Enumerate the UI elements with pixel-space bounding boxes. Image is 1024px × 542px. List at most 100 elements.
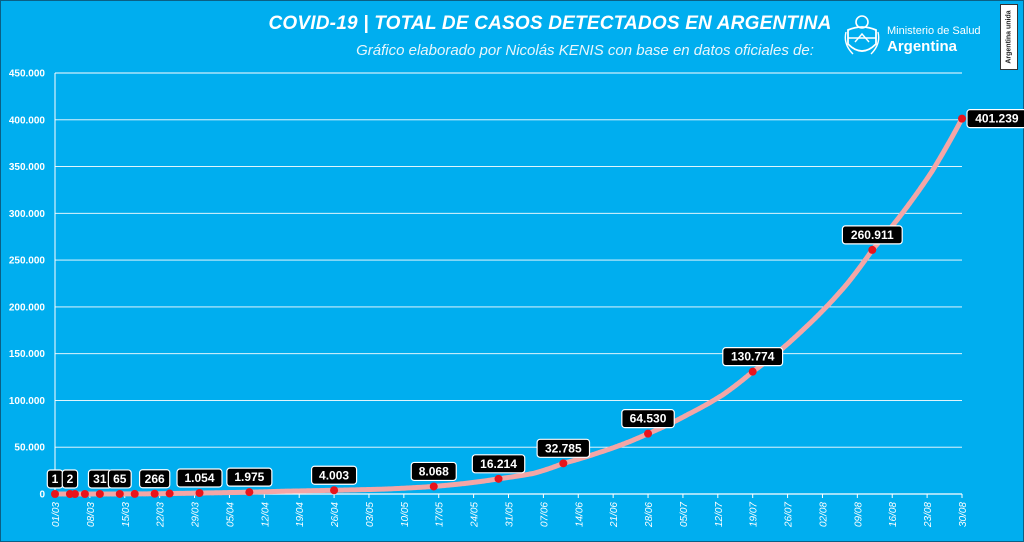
x-tick-label: 19/07 bbox=[749, 502, 760, 527]
x-tick-label: 29/03 bbox=[191, 502, 202, 528]
x-tick-label: 07/06 bbox=[539, 502, 550, 527]
data-label: 16.214 bbox=[471, 454, 526, 474]
data-label-box bbox=[138, 469, 171, 489]
data-label-text: 130.774 bbox=[731, 350, 775, 364]
series-line-layer bbox=[52, 116, 965, 497]
x-tick-label: 14/06 bbox=[574, 502, 585, 527]
data-label: 401.239 bbox=[966, 109, 1024, 129]
data-label: 1 bbox=[46, 469, 64, 489]
data-label-box bbox=[621, 409, 675, 429]
data-label: 266 bbox=[138, 469, 171, 489]
x-tick-label: 30/08 bbox=[958, 502, 969, 527]
x-tick-label: 10/05 bbox=[400, 502, 411, 527]
data-label-text: 4.003 bbox=[319, 468, 349, 482]
x-tick-label: 15/03 bbox=[121, 502, 132, 527]
data-label: 1.975 bbox=[226, 467, 273, 487]
x-tick-label: 23/08 bbox=[923, 502, 934, 528]
y-tick-label: 200.000 bbox=[9, 302, 46, 313]
data-label-text: 16.214 bbox=[480, 457, 517, 471]
data-point bbox=[70, 489, 79, 498]
data-label: 1.054 bbox=[176, 468, 223, 488]
data-label-text: 2 bbox=[67, 472, 74, 486]
x-tick-label: 02/08 bbox=[818, 502, 829, 527]
x-tick-label: 24/05 bbox=[470, 502, 481, 528]
data-label-box bbox=[410, 461, 457, 482]
data-point bbox=[494, 474, 503, 483]
x-tick-label: 12/04 bbox=[260, 502, 271, 527]
data-label: 130.774 bbox=[722, 347, 784, 367]
data-label-box bbox=[61, 469, 79, 489]
x-tick-label: 31/05 bbox=[505, 502, 516, 527]
data-label-text: 1 bbox=[52, 472, 59, 486]
x-tick-label: 05/07 bbox=[679, 502, 690, 527]
data-label: 32.785 bbox=[536, 438, 591, 458]
x-tick-label: 05/04 bbox=[225, 502, 236, 527]
series-line bbox=[52, 116, 965, 497]
argentina-unida-badge: Argentina unida bbox=[1000, 4, 1018, 70]
data-label-text: 64.530 bbox=[630, 412, 667, 426]
grid-layer bbox=[54, 72, 962, 495]
data-point bbox=[245, 488, 254, 497]
x-tick-label: 01/03 bbox=[51, 502, 62, 527]
data-point bbox=[95, 489, 104, 498]
data-point bbox=[80, 489, 89, 498]
data-point bbox=[748, 367, 757, 376]
x-tick-label: 22/03 bbox=[156, 502, 167, 528]
data-point bbox=[644, 429, 653, 438]
x-tick-label: 26/04 bbox=[330, 502, 341, 528]
data-point bbox=[330, 486, 339, 495]
data-label-box bbox=[310, 465, 358, 485]
y-tick-label: 0 bbox=[39, 490, 45, 501]
data-label-box bbox=[107, 469, 132, 489]
data-point bbox=[429, 482, 438, 491]
x-tick-label: 21/06 bbox=[609, 502, 620, 528]
data-label-text: 1.054 bbox=[185, 471, 215, 485]
x-tick-label: 26/07 bbox=[784, 502, 795, 528]
chart-title: COVID-19 | TOTAL DE CASOS DETECTADOS EN … bbox=[268, 13, 832, 34]
data-label-text: 31 bbox=[93, 472, 107, 486]
data-label: 31 bbox=[87, 469, 112, 489]
x-tick-label: 17/05 bbox=[435, 502, 446, 527]
data-label-text: 401.239 bbox=[975, 112, 1019, 126]
chart-subtitle: Gráfico elaborado por Nicolás KENIS con … bbox=[356, 42, 814, 59]
data-point bbox=[51, 489, 59, 498]
data-label-box bbox=[841, 225, 903, 245]
data-label-box bbox=[536, 438, 591, 458]
data-label: 260.911 bbox=[841, 225, 903, 245]
data-label-text: 266 bbox=[145, 472, 165, 486]
x-tick-label: 09/08 bbox=[853, 502, 864, 527]
x-axis: 01/03 08/03 15/03 22/03 29/03 05/04 12/04 19/04… bbox=[51, 494, 969, 528]
coat-of-arms-icon bbox=[844, 15, 880, 55]
y-tick-label: 250.000 bbox=[9, 256, 46, 267]
data-label-box bbox=[471, 454, 526, 474]
x-tick-label: 19/04 bbox=[295, 502, 306, 527]
data-label: 64.530 bbox=[621, 409, 675, 429]
data-point bbox=[868, 245, 877, 254]
y-tick-label: 300.000 bbox=[9, 209, 46, 220]
x-tick-label: 12/07 bbox=[714, 502, 725, 527]
data-label: 2 bbox=[61, 469, 79, 489]
data-point bbox=[958, 114, 966, 123]
data-point bbox=[130, 489, 139, 498]
marker-layer bbox=[51, 114, 966, 498]
logo-line1: Ministerio de Salud bbox=[887, 25, 981, 37]
y-tick-label: 50.000 bbox=[14, 443, 45, 454]
data-label-text: 1.975 bbox=[234, 470, 264, 484]
data-point bbox=[165, 489, 174, 498]
x-tick-label: 28/06 bbox=[644, 502, 655, 528]
data-label: 8.068 bbox=[410, 461, 457, 482]
data-label-box bbox=[966, 109, 1024, 129]
y-tick-label: 350.000 bbox=[9, 162, 46, 173]
data-label: 4.003 bbox=[310, 465, 358, 485]
data-label-box bbox=[226, 467, 273, 487]
x-tick-label: 03/05 bbox=[365, 502, 376, 527]
data-point bbox=[559, 459, 568, 468]
data-point bbox=[115, 489, 124, 498]
y-tick-label: 400.000 bbox=[9, 115, 46, 126]
ministerio-logo: Ministerio de Salud Argentina bbox=[843, 10, 981, 65]
y-axis: 0 50.000 100.000 150.000 200.000 250.000 300.0… bbox=[9, 69, 46, 501]
data-label-text: 32.785 bbox=[545, 441, 582, 455]
y-tick-label: 100.000 bbox=[9, 396, 46, 407]
data-label-text: 65 bbox=[113, 472, 127, 486]
